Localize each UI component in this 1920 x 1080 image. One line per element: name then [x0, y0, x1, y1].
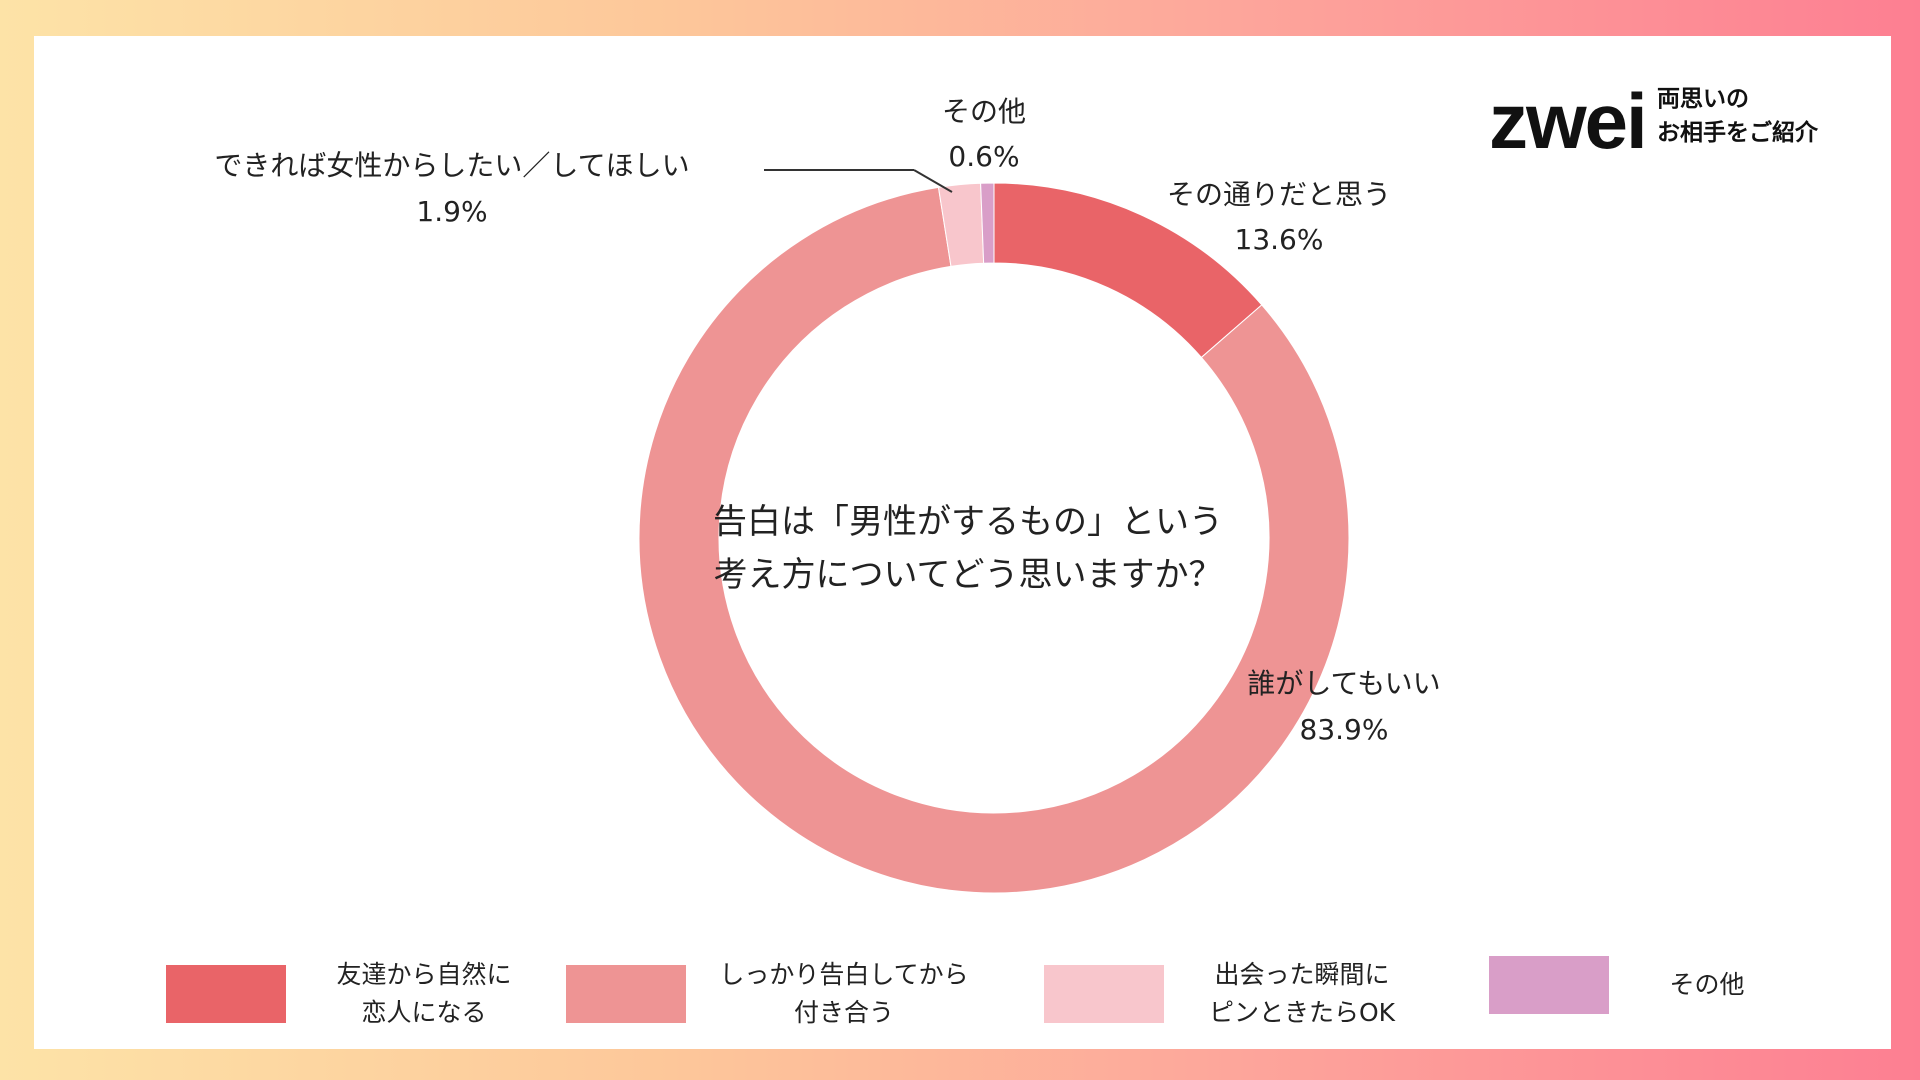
legend-label-4-line1: その他 [1669, 970, 1745, 999]
brand-tagline-line1: 両思いの [1657, 85, 1749, 112]
brand-tagline-line2: お相手をご紹介 [1657, 119, 1818, 146]
legend-text-4: その他 [1637, 966, 1777, 1004]
donut-chart: 告白は「男性がするもの」という 考え方についてどう思いますか？ その通りだと思う… [214, 95, 1441, 894]
legend-label-3-line2: ピンときたらOK [1208, 998, 1396, 1027]
slice-value-1: 13.6% [1235, 223, 1324, 256]
legend: 友達から自然に 恋人になる しっかり告白してから 付き合う 出会った瞬間に ピン… [34, 956, 1891, 1066]
brand-tagline: 両思いの お相手をご紹介 [1657, 82, 1857, 150]
legend-text-3: 出会った瞬間に ピンときたらOK [1192, 956, 1412, 1032]
legend-item-1: 友達から自然に 恋人になる [166, 956, 534, 1032]
legend-swatch-3 [1044, 965, 1164, 1023]
legend-item-4: その他 [1489, 956, 1777, 1014]
legend-item-3: 出会った瞬間に ピンときたらOK [1044, 956, 1412, 1032]
legend-label-2-line1: しっかり告白してから [719, 960, 969, 989]
slice-label-4: その他 [942, 95, 1026, 128]
legend-text-2: しっかり告白してから 付き合う [714, 956, 974, 1032]
chart-title-line1: 告白は「男性がするもの」という [713, 502, 1223, 542]
slice-value-3: 1.9% [416, 195, 487, 228]
legend-item-2: しっかり告白してから 付き合う [566, 956, 974, 1032]
chart-panel: 告白は「男性がするもの」という 考え方についてどう思いますか？ その通りだと思う… [34, 36, 1891, 1049]
brand-logo: zwei 両思いの お相手をご紹介 [1489, 76, 1869, 166]
legend-swatch-4 [1489, 956, 1609, 1014]
legend-label-3-line1: 出会った瞬間に [1214, 960, 1390, 989]
donut-slice-2 [638, 186, 1350, 894]
slice-value-2: 83.9% [1300, 713, 1389, 746]
legend-label-2-line2: 付き合う [793, 998, 894, 1027]
slice-label-2: 誰がしてもいい [1247, 667, 1440, 700]
donut-slices [638, 182, 1350, 894]
legend-swatch-2 [566, 965, 686, 1023]
brand-wordmark: zwei [1489, 77, 1648, 165]
legend-text-1: 友達から自然に 恋人になる [314, 956, 534, 1032]
slice-value-4: 0.6% [948, 140, 1019, 173]
chart-title-line2: 考え方についてどう思いますか？ [714, 555, 1223, 595]
donut-slice-4 [980, 182, 995, 264]
slice-label-3: できれば女性からしたい／してほしい [214, 149, 689, 182]
slice-label-1: その通りだと思う [1167, 178, 1391, 211]
legend-label-1-line2: 恋人になる [361, 998, 487, 1027]
legend-label-1-line1: 友達から自然に [336, 960, 512, 989]
leader-line-tail [913, 169, 953, 193]
legend-swatch-1 [166, 965, 286, 1023]
